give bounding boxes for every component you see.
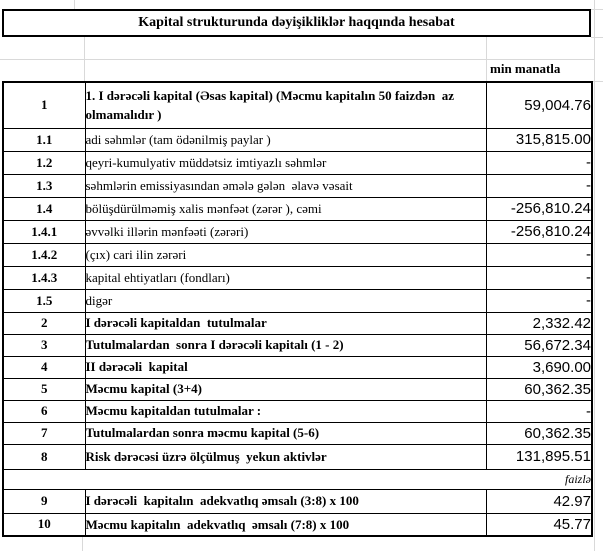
row-number: 7	[2, 421, 86, 445]
row-number: 3	[2, 333, 86, 357]
row-number: 9	[2, 488, 86, 514]
row-label: I dərəcəli kapitaldan tutulmalar	[84, 311, 487, 335]
row-label: digər	[84, 288, 487, 313]
table-row: 1.4.3 kapital ehtiyatları (fondları) -	[2, 265, 593, 290]
table-row: 1.2 qeyri-kumulyativ müddətsiz imtiyazlı…	[2, 150, 593, 175]
row-number: 1.4	[2, 196, 86, 221]
table-row: 8 Risk dərəcəsi üzrə ölçülmuş yekun akti…	[2, 443, 593, 470]
row-number: 8	[2, 443, 86, 470]
row-value: 56,672.34	[485, 333, 593, 357]
row-value: 131,895.51	[485, 443, 593, 470]
gridline	[0, 59, 595, 60]
row-value: 60,362.35	[485, 377, 593, 401]
row-value: 2,332.42	[485, 311, 593, 335]
row-value: 45.77	[485, 512, 593, 537]
row-value: -256,810.24	[485, 196, 593, 221]
row-label: II dərəcəli kapital	[84, 355, 487, 379]
row-value: -256,810.24	[485, 219, 593, 244]
row-label: qeyri-kumulyativ müddətsiz imtiyazlı səh…	[84, 150, 487, 175]
row-number: 1.1	[2, 127, 86, 152]
gridline	[74, 0, 75, 9]
row-number: 1.4.3	[2, 265, 86, 290]
unit-note-thousand-manat: min manatla	[490, 61, 561, 76]
table-row: 10 Məcmu kapitalın adekvatlıq əmsalı (7:…	[2, 512, 593, 537]
table-row: 6 Məcmu kapitaldan tutulmalar : -	[2, 399, 593, 423]
row-label: Risk dərəcəsi üzrə ölçülmuş yekun aktivl…	[84, 443, 487, 470]
row-value: -	[485, 242, 593, 267]
gridline	[84, 37, 85, 81]
row-number: 2	[2, 311, 86, 335]
row-number: 1.5	[2, 288, 86, 313]
row-value: 42.97	[485, 488, 593, 514]
gridline	[591, 37, 603, 38]
row-label: Tutulmalardan sonra I dərəcəli kapitalı …	[84, 333, 487, 357]
table-row: 1.1 adi səhmlər (tam ödənilmiş paylar ) …	[2, 127, 593, 152]
gridline	[591, 81, 603, 82]
table-row: 1 1. I dərəcəli kapital (Əsas kapital) (…	[2, 81, 593, 129]
row-value: -	[485, 265, 593, 290]
row-label: bölüşdürülməmiş xalis mənfəət (zərər ), …	[84, 196, 487, 221]
row-number: 1.3	[2, 173, 86, 198]
row-number: 10	[2, 512, 86, 537]
gridline	[82, 537, 83, 551]
row-number: 1.4.2	[2, 242, 86, 267]
row-label: (çıx) cari ilin zərəri	[84, 242, 487, 267]
row-label: Məcmu kapitalın adekvatlıq əmsalı (7:8) …	[84, 512, 487, 537]
row-number: 1.2	[2, 150, 86, 175]
row-value: 315,815.00	[485, 127, 593, 152]
row-number: 1.4.1	[2, 219, 86, 244]
table-row: 4 II dərəcəli kapital 3,690.00	[2, 355, 593, 379]
unit-note-row: faizlə	[2, 468, 593, 490]
table-row: 1.3 səhmlərin emissiyasından əmələ gələn…	[2, 173, 593, 198]
row-value: -	[485, 399, 593, 423]
row-number: 6	[2, 399, 86, 423]
row-value: 59,004.76	[485, 81, 593, 129]
capital-table: 1 1. I dərəcəli kapital (Əsas kapital) (…	[2, 81, 593, 537]
row-label: Tutulmalardan sonra məcmu kapital (5-6)	[84, 421, 487, 445]
gridline	[486, 37, 487, 81]
table-row: 1.4.2 (çıx) cari ilin zərəri -	[2, 242, 593, 267]
row-label: əvvəlki illərin mənfəəti (zərəri)	[84, 219, 487, 244]
table-row: 2 I dərəcəli kapitaldan tutulmalar 2,332…	[2, 311, 593, 335]
unit-note-percent: faizlə	[2, 468, 593, 490]
row-value: 60,362.35	[485, 421, 593, 445]
report-title: Kapital strukturunda dəyişikliklər haqqı…	[2, 9, 591, 37]
row-number: 5	[2, 377, 86, 401]
row-label: kapital ehtiyatları (fondları)	[84, 265, 487, 290]
table-row: 1.4 bölüşdürülməmiş xalis mənfəət (zərər…	[2, 196, 593, 221]
row-number: 4	[2, 355, 86, 379]
row-label: adi səhmlər (tam ödənilmiş paylar )	[84, 127, 487, 152]
row-label: 1. I dərəcəli kapital (Əsas kapital) (Mə…	[84, 81, 487, 129]
row-label: Məcmu kapitaldan tutulmalar :	[84, 399, 487, 423]
table-row: 5 Məcmu kapital (3+4) 60,362.35	[2, 377, 593, 401]
row-number: 1	[2, 81, 86, 129]
row-value: 3,690.00	[485, 355, 593, 379]
row-value: -	[485, 173, 593, 198]
table-row: 3 Tutulmalardan sonra I dərəcəli kapital…	[2, 333, 593, 357]
row-label: Məcmu kapital (3+4)	[84, 377, 487, 401]
row-value: -	[485, 288, 593, 313]
gridline	[594, 0, 595, 551]
row-label: səhmlərin emissiyasından əmələ gələn əla…	[84, 173, 487, 198]
gridline	[591, 9, 603, 10]
table-row: 7 Tutulmalardan sonra məcmu kapital (5-6…	[2, 421, 593, 445]
row-value: -	[485, 150, 593, 175]
row-label: I dərəcəli kapitalın adekvatlıq əmsalı (…	[84, 488, 487, 514]
table-row: 9 I dərəcəli kapitalın adekvatlıq əmsalı…	[2, 488, 593, 514]
table-row: 1.5 digər -	[2, 288, 593, 313]
table-row: 1.4.1 əvvəlki illərin mənfəəti (zərəri) …	[2, 219, 593, 244]
